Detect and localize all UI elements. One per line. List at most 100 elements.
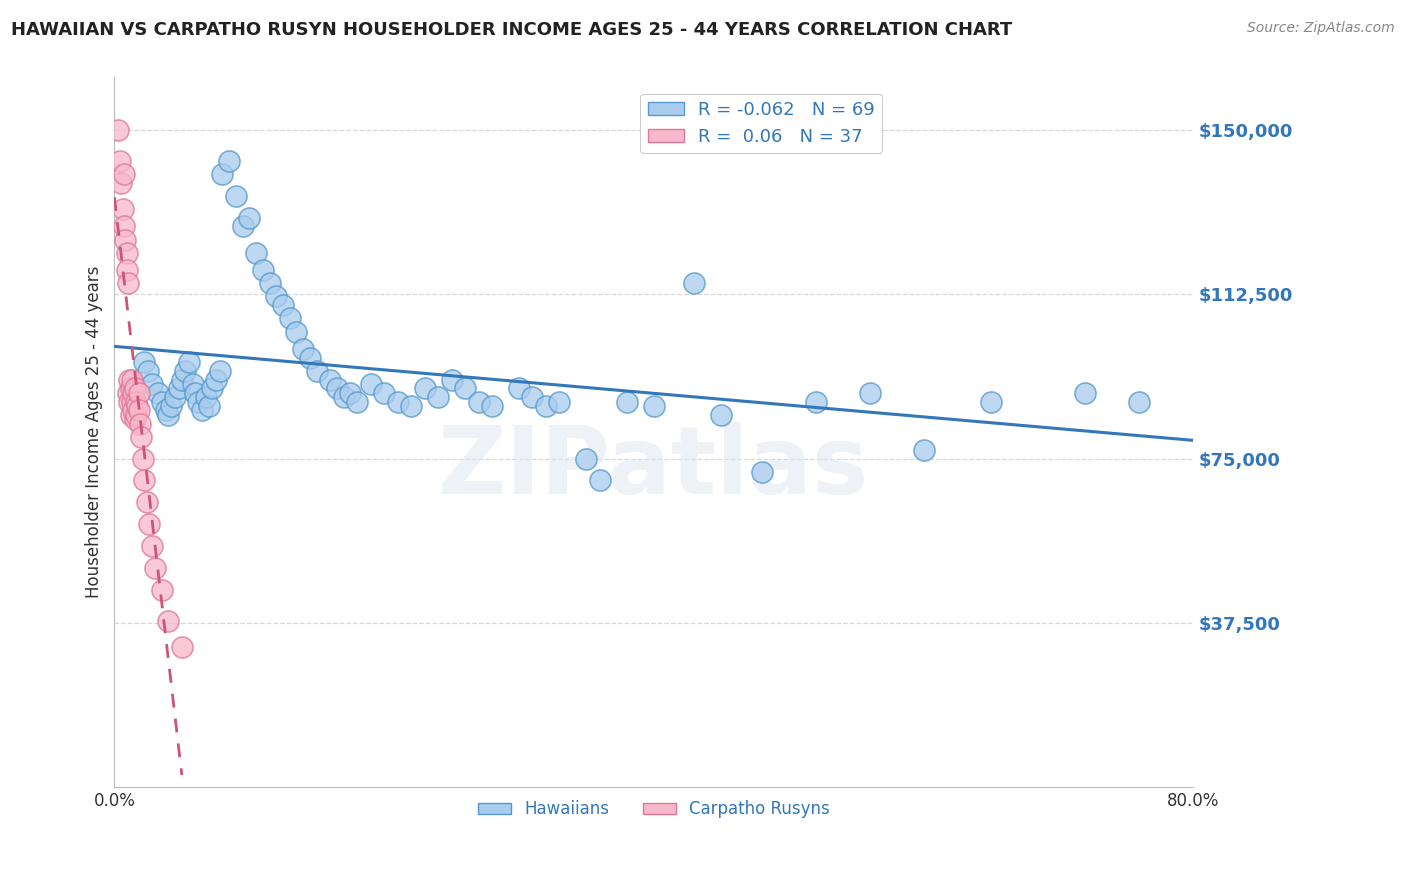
Point (120, 382, 142, 396)
Point (117, 385, 139, 400)
Point (481, 399, 503, 413)
Point (157, 408, 180, 422)
Point (120, 408, 142, 422)
Point (150, 394, 173, 409)
Point (124, 382, 146, 396)
Point (211, 167, 233, 181)
Point (285, 325, 308, 339)
Point (912, 442, 935, 457)
Point (399, 399, 422, 413)
Text: Source: ZipAtlas.com: Source: ZipAtlas.com (1247, 21, 1395, 35)
Point (804, 394, 827, 409)
Point (155, 403, 177, 417)
Point (191, 403, 214, 417)
Point (198, 399, 221, 413)
Point (259, 277, 281, 291)
Point (115, 263, 138, 277)
Point (112, 167, 135, 181)
Point (589, 474, 612, 488)
Point (141, 539, 163, 553)
Point (132, 474, 155, 488)
Point (859, 385, 882, 400)
Point (165, 390, 187, 404)
Point (187, 394, 209, 409)
Point (135, 495, 157, 509)
Point (108, 153, 131, 168)
Point (173, 364, 195, 378)
Point (114, 233, 136, 247)
Point (127, 399, 149, 413)
Point (346, 394, 368, 409)
Point (225, 188, 247, 202)
Point (170, 373, 193, 387)
Point (467, 394, 489, 409)
Text: HAWAIIAN VS CARPATHO RUSYN HOUSEHOLDER INCOME AGES 25 - 44 YEARS CORRELATION CHA: HAWAIIAN VS CARPATHO RUSYN HOUSEHOLDER I… (11, 21, 1012, 38)
Point (1074, 385, 1097, 400)
Point (616, 394, 638, 409)
Point (124, 412, 146, 426)
Point (413, 382, 436, 396)
Point (683, 277, 706, 291)
Point (141, 377, 163, 392)
Point (204, 373, 226, 387)
Point (131, 430, 153, 444)
Y-axis label: Householder Income Ages 25 - 44 years: Householder Income Ages 25 - 44 years (86, 266, 103, 599)
Point (177, 355, 200, 369)
Point (326, 382, 349, 396)
Point (170, 640, 193, 654)
Point (118, 394, 141, 409)
Point (121, 373, 143, 387)
Point (508, 382, 530, 396)
Point (167, 382, 190, 396)
Point (440, 373, 463, 387)
Point (117, 277, 139, 291)
Legend: Hawaiians, Carpatho Rusyns: Hawaiians, Carpatho Rusyns (471, 794, 837, 825)
Point (200, 382, 222, 396)
Point (427, 390, 450, 404)
Point (112, 219, 135, 234)
Point (138, 517, 160, 532)
Point (339, 385, 361, 400)
Point (360, 377, 382, 392)
Point (110, 176, 132, 190)
Point (118, 373, 141, 387)
Point (122, 403, 145, 417)
Point (548, 394, 571, 409)
Point (128, 385, 150, 400)
Point (115, 245, 138, 260)
Point (1128, 394, 1150, 409)
Text: ZIPatlas: ZIPatlas (439, 422, 869, 514)
Point (454, 382, 477, 396)
Point (107, 123, 129, 137)
Point (150, 582, 173, 597)
Point (129, 417, 152, 431)
Point (157, 614, 180, 628)
Point (751, 465, 773, 479)
Point (264, 289, 287, 303)
Point (146, 385, 169, 400)
Point (231, 219, 253, 234)
Point (387, 394, 409, 409)
Point (125, 408, 148, 422)
Point (278, 311, 301, 326)
Point (111, 202, 134, 216)
Point (136, 364, 159, 378)
Point (132, 355, 155, 369)
Point (980, 394, 1002, 409)
Point (534, 399, 557, 413)
Point (122, 385, 145, 400)
Point (245, 245, 267, 260)
Point (575, 451, 598, 466)
Point (319, 373, 342, 387)
Point (373, 385, 395, 400)
Point (305, 364, 328, 378)
Point (125, 394, 148, 409)
Point (298, 351, 321, 365)
Point (195, 390, 218, 404)
Point (208, 364, 231, 378)
Point (181, 377, 204, 392)
Point (218, 153, 240, 168)
Point (132, 451, 155, 466)
Point (184, 385, 207, 400)
Point (522, 390, 544, 404)
